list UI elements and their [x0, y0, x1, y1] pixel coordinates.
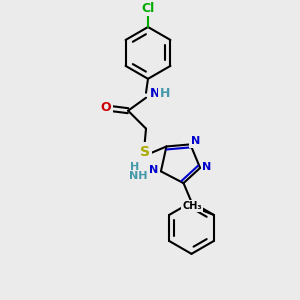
Text: NH: NH — [129, 171, 147, 181]
Text: N: N — [202, 162, 212, 172]
Text: Cl: Cl — [141, 2, 154, 15]
Text: S: S — [140, 145, 150, 159]
Text: H: H — [130, 162, 140, 172]
Text: O: O — [101, 101, 112, 114]
Text: H: H — [160, 87, 170, 100]
Text: N: N — [149, 165, 159, 176]
Text: CH₃: CH₃ — [182, 201, 202, 211]
Text: N: N — [191, 136, 200, 146]
Text: N: N — [150, 87, 160, 100]
